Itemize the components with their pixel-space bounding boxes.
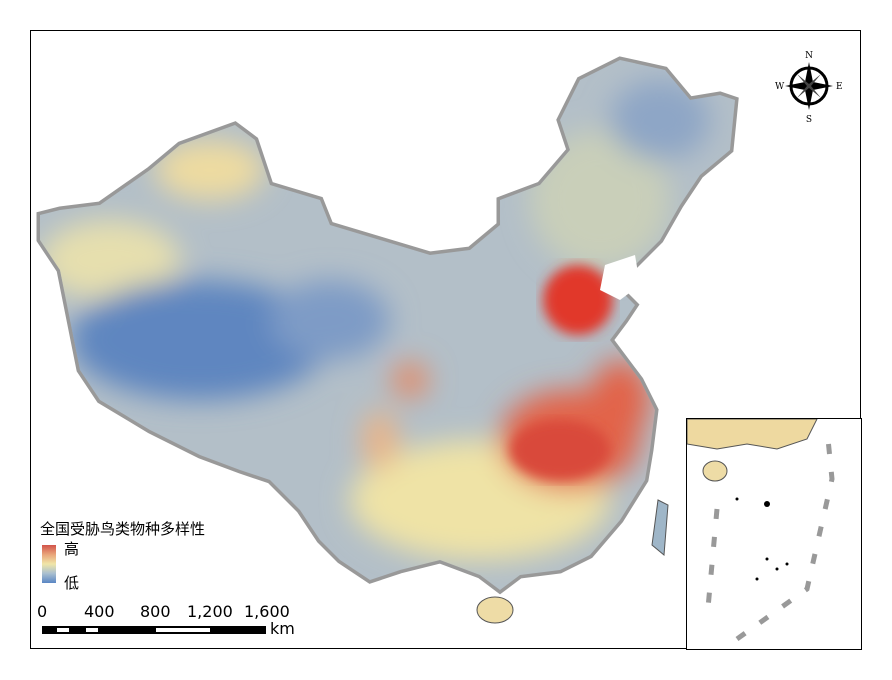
south-china-sea-inset [686,418,862,650]
hainan [476,596,514,624]
scale-tick: 1,600 [244,602,290,621]
scale-tick: 0 [37,602,48,621]
scale-tick: 1,200 [187,602,233,621]
map-frame [30,30,861,649]
legend-low-label: 低 [64,574,80,592]
compass-n: N [805,51,813,61]
scale-tick: 800 [140,602,171,621]
legend-high-label: 高 [64,540,80,558]
taiwan [651,499,669,557]
bohai-sea [600,255,640,300]
scale-tick: 400 [84,602,115,621]
compass-rose: N S W E [775,51,843,125]
compass-w: W [775,82,785,92]
compass-s: S [806,115,812,125]
compass-e: E [836,82,843,92]
legend-color-ramp [42,545,56,583]
scale-unit: km [270,619,295,638]
scale-bar [42,626,266,634]
legend-title: 全国受胁鸟类物种多样性 [40,520,206,538]
